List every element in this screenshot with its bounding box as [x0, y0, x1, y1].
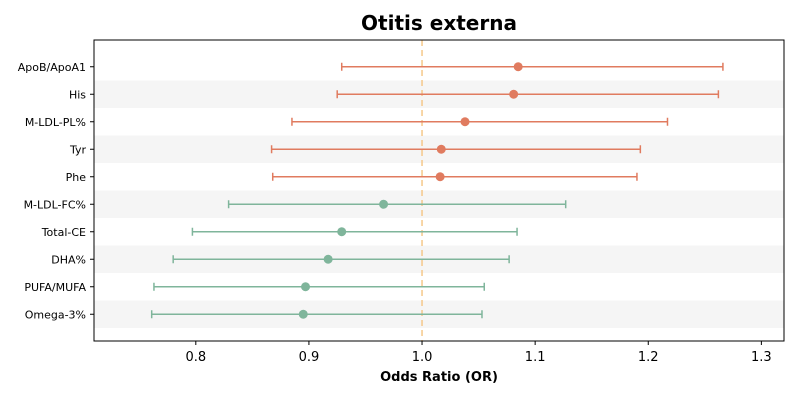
point-estimate	[379, 199, 389, 209]
y-tick-label: His	[69, 88, 86, 101]
y-tick-label: Omega-3%	[25, 308, 86, 321]
estimate-rows	[150, 62, 724, 319]
y-tick-label: ApoB/ApoA1	[18, 61, 86, 74]
estimate-row	[191, 227, 518, 237]
y-tick-label: DHA%	[51, 253, 86, 266]
x-axis-ticks: 0.8 0.9 1.0 1.1 1.2 1.3	[185, 341, 772, 365]
x-tick-label: 1.0	[412, 350, 433, 365]
estimate-row	[270, 144, 642, 154]
estimate-row	[227, 199, 567, 209]
estimate-row	[291, 117, 669, 127]
y-tick-label: Total-CE	[41, 226, 86, 239]
x-axis-label: Odds Ratio (OR)	[380, 370, 498, 385]
y-tick-label: M-LDL-FC%	[24, 198, 86, 211]
chart-title: Otitis externa	[361, 11, 517, 35]
estimate-row	[153, 282, 485, 292]
point-estimate	[509, 89, 519, 99]
point-estimate	[435, 172, 445, 182]
point-estimate	[298, 309, 308, 319]
estimate-row	[340, 62, 724, 72]
y-tick-label: PUFA/MUFA	[24, 281, 86, 294]
estimate-row	[172, 254, 510, 264]
point-estimate	[460, 117, 470, 127]
estimate-row	[271, 172, 638, 182]
x-tick-label: 1.2	[638, 350, 659, 365]
point-estimate	[337, 227, 347, 237]
y-axis-ticks: ApoB/ApoA1 His M-LDL-PL% Tyr Phe M-LDL-FC% Tot…	[18, 61, 94, 321]
x-tick-label: 1.3	[751, 350, 772, 365]
y-tick-label: M-LDL-PL%	[25, 116, 86, 129]
point-estimate	[301, 282, 311, 292]
estimate-row	[336, 89, 720, 99]
plot-frame	[93, 39, 785, 342]
x-tick-label: 0.9	[299, 350, 320, 365]
y-tick-label: Phe	[66, 171, 87, 184]
point-estimate	[513, 62, 523, 72]
point-estimate	[323, 254, 333, 264]
x-tick-label: 0.8	[185, 350, 206, 365]
estimate-row	[150, 309, 483, 319]
y-tick-label: Tyr	[69, 143, 87, 156]
point-estimate	[436, 144, 446, 154]
x-tick-label: 1.1	[525, 350, 546, 365]
